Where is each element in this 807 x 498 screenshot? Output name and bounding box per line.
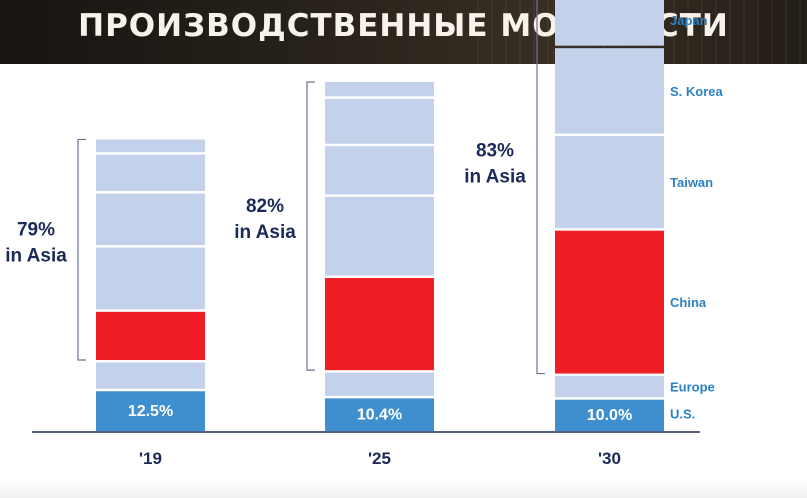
bar-segment-u-s [325,398,434,431]
bar-segment-s-korea [325,146,434,195]
bar-segment-europe [325,372,434,396]
bar-segment-japan [555,0,664,46]
segment-label-europe: Europe [670,380,715,395]
asia-share-caption: in Asia [464,166,526,187]
bar-segment-s-korea [96,193,205,246]
bar-segment-japan [96,154,205,192]
bar-segment-europe [96,362,205,389]
segment-label-u-s: U.S. [670,406,695,421]
bar-segment-china [325,278,434,371]
panel-bottom-fade [0,478,807,498]
asia-bracket [306,81,315,371]
x-tick-label: '19 [139,449,162,468]
bar-segment-taiwan [325,196,434,276]
asia-share-percent: 79% [17,220,55,241]
bar-segment-taiwan [555,136,664,229]
asia-share-caption: in Asia [5,246,67,267]
bar-segment-europe [555,376,664,398]
bar-segment-singapore [325,81,434,97]
asia-share-caption: in Asia [234,222,296,243]
bar-segment-japan [325,98,434,144]
asia-bracket [536,0,545,375]
us-share-label: 10.4% [357,406,402,423]
x-tick-label: '30 [598,449,621,468]
bar-segment-taiwan [96,247,205,310]
us-share-label: 10.0% [587,407,632,424]
bar-segment-china [96,311,205,361]
asia-share-percent: 83% [476,140,514,161]
bar-segment-china [555,230,664,374]
segment-label-taiwan: Taiwan [670,175,713,190]
asia-bracket [77,138,86,361]
bar-segment-u-s [96,391,205,431]
us-share-label: 12.5% [128,403,173,420]
bar-segment-singapore [96,139,205,153]
segment-label-japan: Japan [670,13,708,28]
segment-label-s-korea: S. Korea [670,84,724,99]
asia-share-percent: 82% [246,196,284,217]
x-tick-label: '25 [368,449,391,468]
segment-label-china: China [670,295,707,310]
bar-segment-u-s [555,399,664,431]
bar-segment-s-korea [555,48,664,134]
